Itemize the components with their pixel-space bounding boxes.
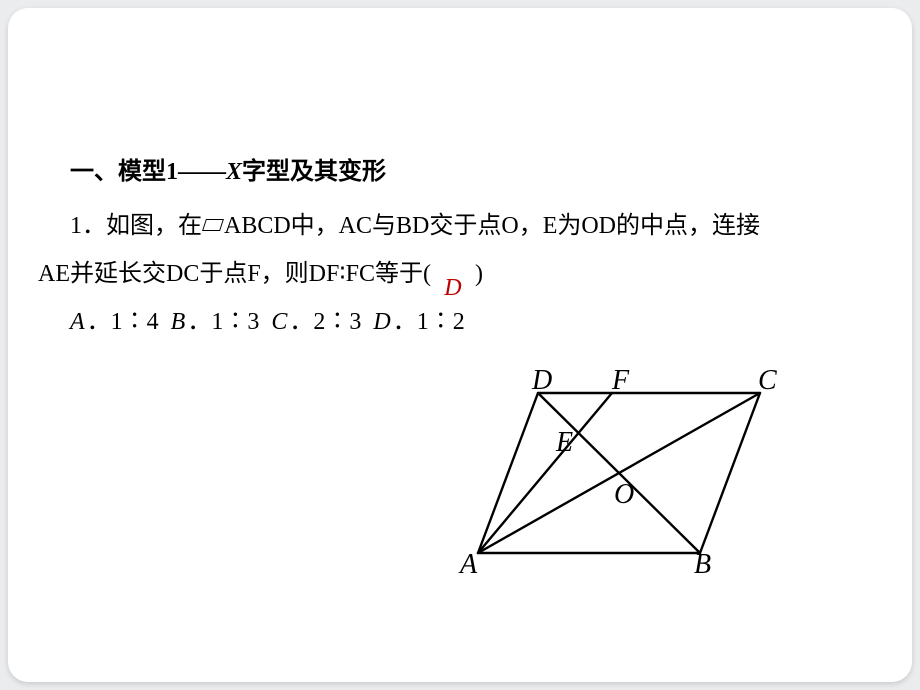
- option-d-text: ．1∶2: [393, 309, 465, 335]
- q2-text: AE并延长交DC于点F，则DF∶FC等于(: [38, 261, 431, 287]
- parallelogram-icon: [202, 219, 224, 231]
- option-c-text: ．2∶3: [289, 309, 361, 335]
- q2-end: ): [475, 261, 483, 287]
- geometry-figure: A B C D F E O: [438, 363, 798, 583]
- vertex-label-o: O: [614, 479, 634, 510]
- option-d-label: D: [373, 309, 390, 335]
- option-b-label: B: [171, 309, 186, 335]
- segment-af: [478, 393, 612, 553]
- option-a-text: ．1∶4: [87, 309, 159, 335]
- vertex-label-e: E: [555, 427, 573, 458]
- option-a-label: A: [70, 309, 85, 335]
- slide: 一、模型1——X字型及其变形 1．如图，在 ABCD中，AC与BD交于点O，E为O…: [8, 8, 912, 682]
- heading-xvar: X: [226, 159, 242, 185]
- vertex-label-f: F: [611, 365, 630, 396]
- vertex-label-a: A: [458, 549, 478, 580]
- question-line1: 1．如图，在 ABCD中，AC与BD交于点O，E为OD的中点，连接: [70, 202, 872, 250]
- vertex-label-c: C: [758, 365, 777, 396]
- diagonal-bd: [538, 393, 700, 553]
- q1-pre: 1．如图，在: [70, 213, 202, 239]
- content-area: 一、模型1——X字型及其变形 1．如图，在 ABCD中，AC与BD交于点O，E为O…: [38, 148, 872, 346]
- vertex-label-d: D: [531, 365, 552, 396]
- question-line2: AE并延长交DC于点F，则DF∶FC等于( D): [38, 250, 872, 298]
- section-heading: 一、模型1——X字型及其变形: [70, 148, 872, 196]
- vertex-label-b: B: [694, 549, 711, 580]
- heading-prefix: 一、模型1——: [70, 159, 226, 185]
- question-text: 1．如图，在 ABCD中，AC与BD交于点O，E为OD的中点，连接 AE并延长交D…: [38, 202, 872, 298]
- option-b-text: ．1∶3: [187, 309, 259, 335]
- option-c-label: C: [271, 309, 287, 335]
- answer-mark: D: [444, 275, 461, 301]
- q1-post: ABCD中，AC与BD交于点O，E为OD的中点，连接: [224, 213, 760, 239]
- heading-suffix: 字型及其变形: [242, 159, 386, 185]
